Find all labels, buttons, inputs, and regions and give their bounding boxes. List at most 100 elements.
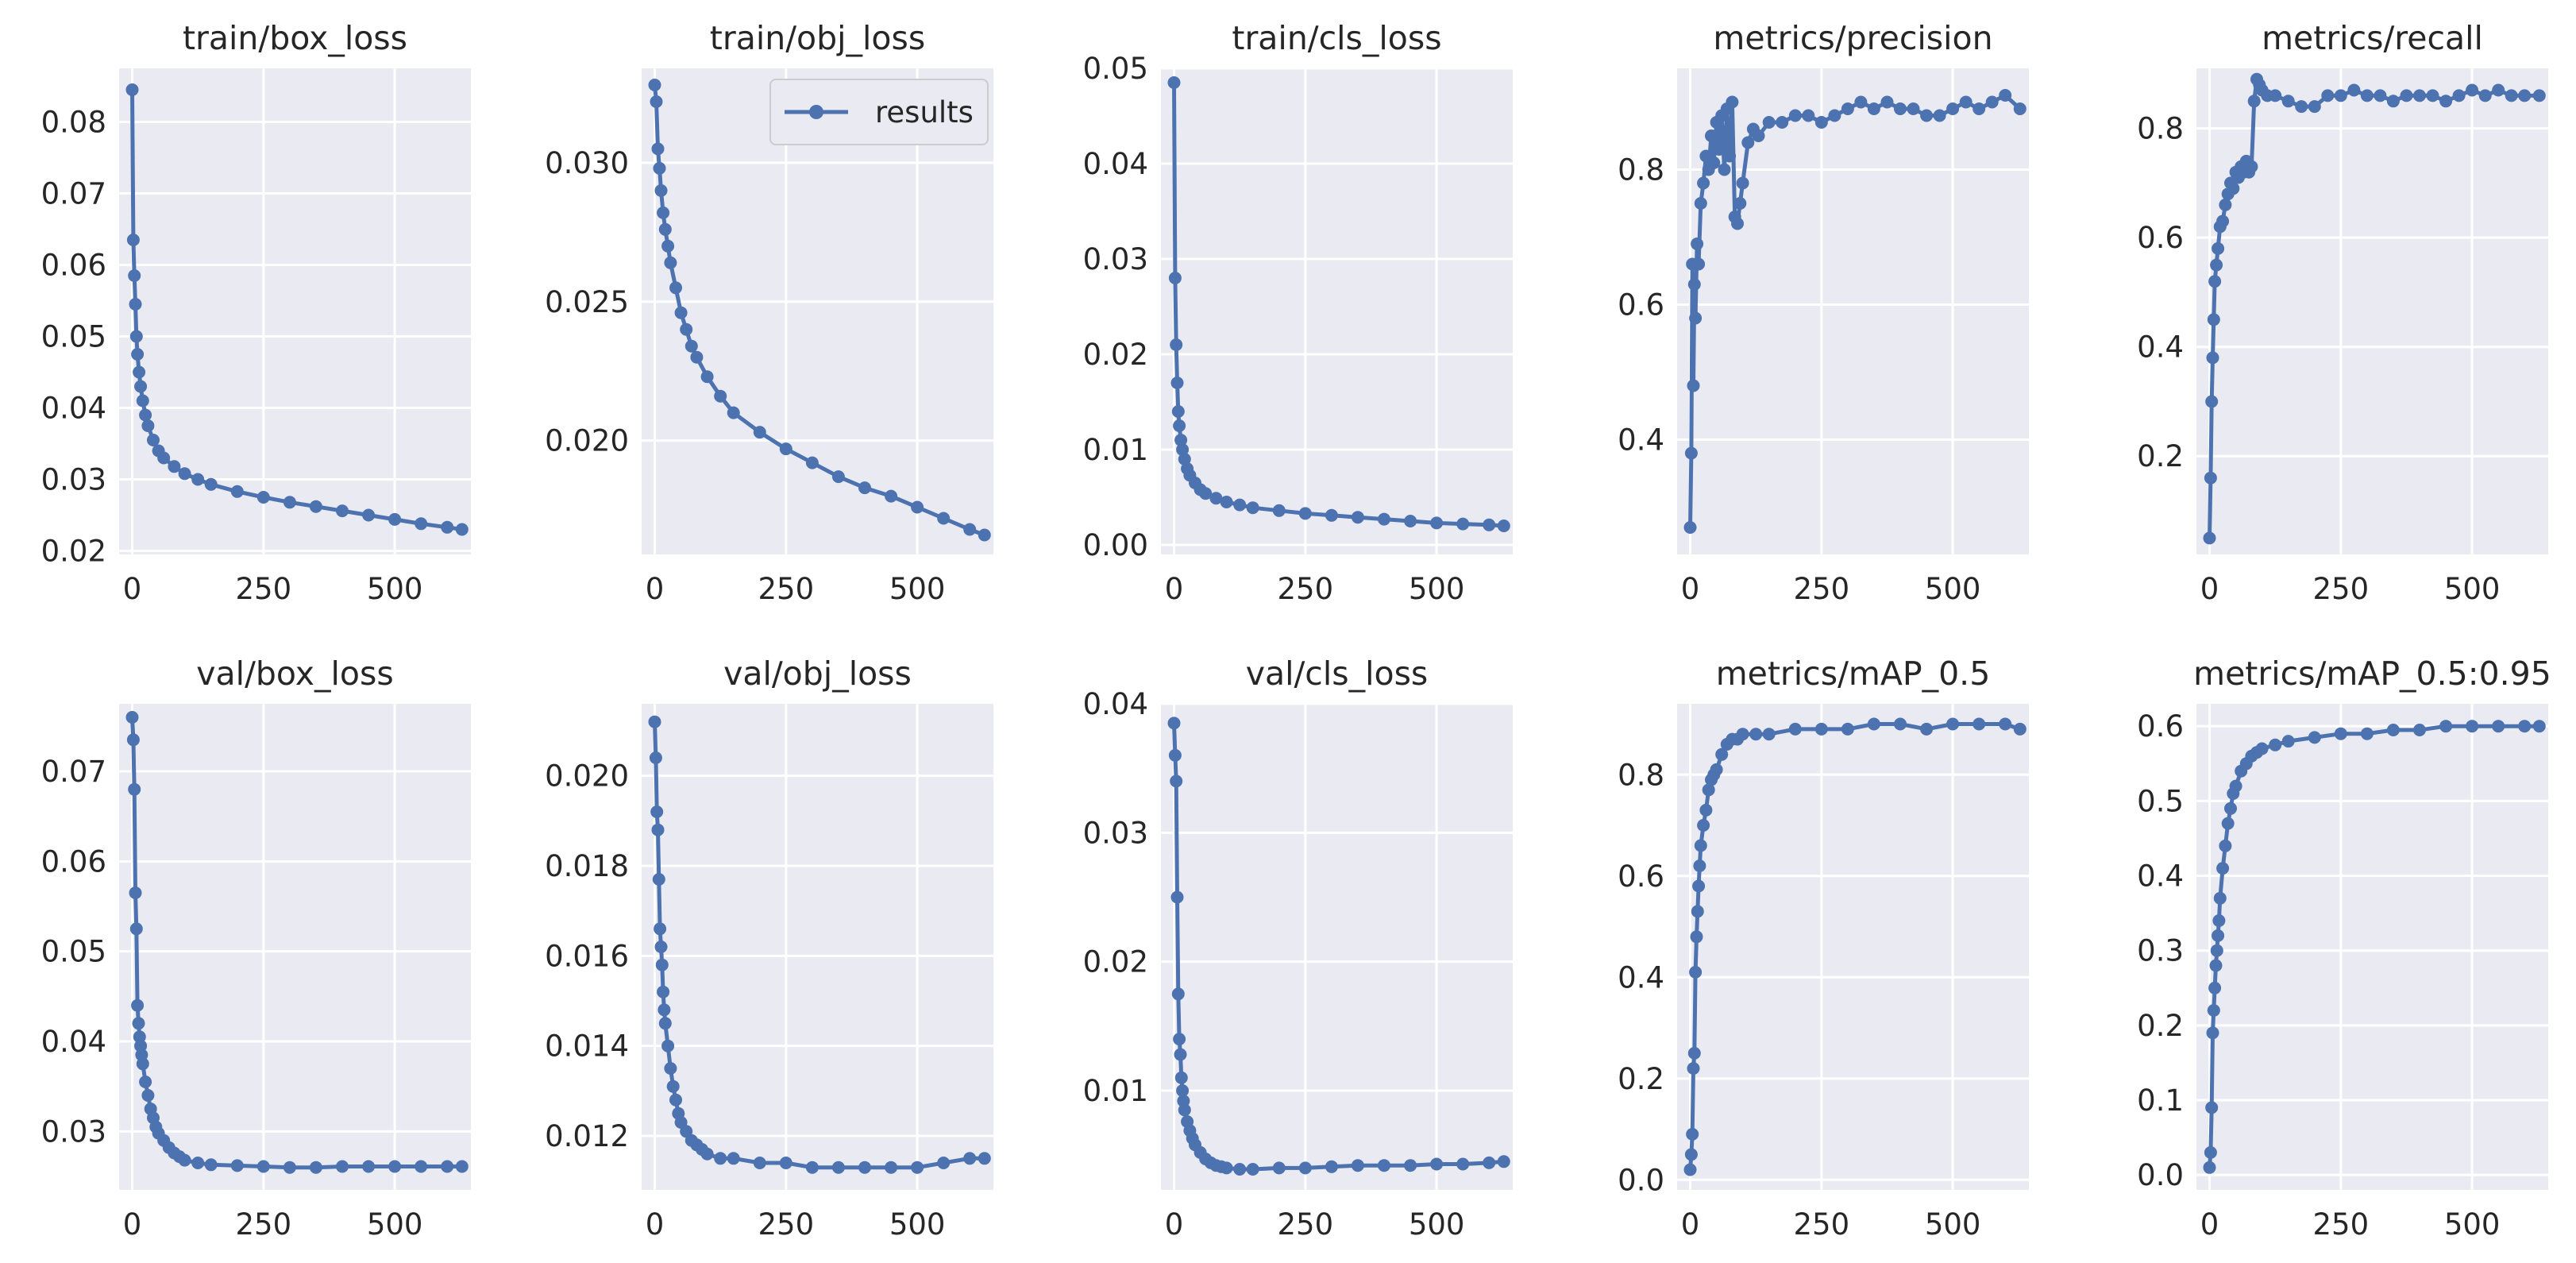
metrics-recall-ytick-label: 0.6 <box>2137 221 2184 255</box>
metrics-map-0-5-ytick-label: 0.8 <box>1618 758 1664 792</box>
metrics-precision-data-point <box>1692 257 1706 271</box>
metrics-map-0-5-ytick-label: 0.0 <box>1618 1163 1664 1197</box>
val-cls-loss-data-point <box>1246 1163 1259 1176</box>
metrics-precision-data-point <box>1697 176 1710 190</box>
metrics-precision-data-point <box>1723 149 1737 163</box>
metrics-recall-data-point <box>2347 83 2361 97</box>
val-obj-loss-data-point <box>727 1152 740 1165</box>
train-obj-loss-data-point <box>690 350 704 364</box>
train-box-loss-data-point <box>141 419 155 432</box>
val-cls-loss-xtick-label: 0 <box>1165 1207 1184 1242</box>
metrics-map-0-5-xtick-label: 500 <box>1925 1207 1981 1242</box>
train-obj-loss-data-point <box>684 339 698 353</box>
train-obj-loss-data-point <box>658 222 672 236</box>
metrics-map-0-5-0-95-data-point <box>2213 891 2227 905</box>
val-cls-loss-data-point <box>1168 748 1182 762</box>
metrics-recall-data-point <box>2400 89 2413 102</box>
val-cls-loss-data-point <box>1174 1048 1187 1061</box>
val-obj-loss-data-point <box>714 1152 727 1165</box>
metrics-map-0-5-0-95-xtick-label: 0 <box>2200 1207 2219 1242</box>
metrics-map-0-5-0-95-data-point <box>2209 959 2223 972</box>
val-box-loss-data-point <box>139 1076 152 1088</box>
val-box-loss-data-point <box>131 998 145 1012</box>
train-box-loss-xtick-label: 250 <box>236 572 292 606</box>
val-box-loss-data-point <box>388 1160 402 1173</box>
metrics-recall-data-point <box>2281 95 2295 108</box>
train-cls-loss-data-point <box>1178 453 1191 465</box>
metrics-map-0-5-data-point <box>1689 965 1703 979</box>
val-cls-loss-data-point <box>1497 1155 1510 1168</box>
metrics-map-0-5-0-95-data-point <box>2334 727 2347 740</box>
train-obj-loss-data-point <box>648 79 661 91</box>
train-obj-loss-data-point <box>779 442 792 456</box>
val-obj-loss-data-point <box>661 1039 675 1052</box>
metrics-recall-data-point <box>2413 89 2426 102</box>
val-cls-loss-data-point <box>1483 1156 1496 1169</box>
metrics-precision-data-point <box>1867 102 1880 115</box>
train-box-loss-data-point <box>128 269 141 282</box>
val-obj-loss-data-point <box>978 1152 991 1165</box>
val-obj-loss-data-point <box>664 1062 677 1075</box>
metrics-recall-data-point <box>2518 89 2532 102</box>
val-obj-loss-data-point <box>666 1080 680 1093</box>
train-obj-loss-data-point <box>753 426 766 439</box>
train-box-loss-data-point <box>415 517 428 531</box>
metrics-map-0-5-0-95-data-point <box>2466 720 2479 733</box>
metrics-map-0-5-xtick-label: 0 <box>1681 1207 1700 1242</box>
metrics-precision-xtick-label: 250 <box>1794 572 1850 606</box>
val-cls-loss-title: val/cls_loss <box>1246 655 1429 693</box>
metrics-recall-data-point <box>2247 95 2261 108</box>
val-cls-loss-ytick-label: 0.04 <box>1083 687 1148 721</box>
val-box-loss-data-point <box>126 733 140 747</box>
val-box-loss-ytick-label: 0.06 <box>41 844 106 879</box>
val-box-loss-data-point <box>336 1160 349 1173</box>
train-obj-loss-data-point <box>680 323 693 336</box>
metrics-precision-data-point <box>1894 102 1907 115</box>
train-box-loss-xtick-label: 0 <box>123 572 142 606</box>
metrics-map-0-5-0-95-ytick-label: 0.1 <box>2137 1083 2184 1118</box>
train-cls-loss-ytick-label: 0.05 <box>1083 52 1148 86</box>
metrics-recall-data-point <box>2386 95 2400 108</box>
train-box-loss-data-point <box>455 523 469 536</box>
train-box-loss-data-point <box>147 434 160 446</box>
metrics-map-0-5-data-point <box>1684 1148 1698 1161</box>
metrics-map-0-5-0-95-series-line <box>2208 724 2539 1168</box>
metrics-recall-data-point <box>2204 471 2217 485</box>
subplot-train-obj-loss: 0.020 0.025 0.030 0 250 500 train/obj_lossresu… <box>545 19 993 606</box>
train-cls-loss-data-point <box>1173 419 1186 432</box>
train-box-loss-xtick-label: 500 <box>367 572 423 606</box>
metrics-recall-ytick-label: 0.4 <box>2137 330 2184 365</box>
metrics-map-0-5-data-point <box>1762 728 1776 741</box>
metrics-recall-data-point <box>2308 100 2321 114</box>
train-obj-loss-ytick-label: 0.020 <box>545 424 629 458</box>
val-cls-loss-data-point <box>1378 1159 1390 1172</box>
metrics-map-0-5-0-95-data-point <box>2212 914 2226 927</box>
metrics-precision-data-point <box>1705 129 1718 142</box>
train-box-loss-ytick-label: 0.05 <box>41 320 106 354</box>
val-box-loss-xtick-label: 250 <box>236 1207 292 1242</box>
metrics-recall-plot-area <box>2196 68 2548 554</box>
train-box-loss-ytick-label: 0.08 <box>41 106 106 140</box>
metrics-precision-data-point <box>1788 109 1802 122</box>
train-cls-loss-ytick-label: 0.01 <box>1083 433 1148 467</box>
val-box-loss-data-point <box>256 1160 270 1173</box>
val-cls-loss-ytick-label: 0.01 <box>1083 1074 1148 1108</box>
val-cls-loss-data-point <box>1456 1157 1470 1171</box>
metrics-map-0-5-0-95-data-point <box>2281 735 2295 748</box>
metrics-map-0-5-0-95-data-point <box>2224 801 2237 815</box>
metrics-precision-data-point <box>1694 197 1707 210</box>
val-cls-loss-data-point <box>1404 1159 1417 1172</box>
val-cls-loss-xtick-label: 500 <box>1409 1207 1465 1242</box>
train-box-loss-data-point <box>191 473 205 486</box>
subplot-metrics-map-0-5: 0.0 0.2 0.4 0.6 0.8 0 250 500 metrics/mAP_0.5 <box>1618 655 2029 1242</box>
metrics-map-0-5-data-point <box>1736 728 1749 741</box>
train-cls-loss-plot-area <box>1161 68 1513 554</box>
metrics-map-0-5-data-point <box>1683 1163 1697 1176</box>
train-cls-loss-data-point <box>1170 377 1184 389</box>
metrics-map-0-5-0-95-ytick-label: 0.3 <box>2137 934 2184 968</box>
val-box-loss-data-point <box>178 1153 191 1167</box>
metrics-map-0-5-0-95-data-point <box>2269 738 2282 751</box>
metrics-recall-data-point <box>2212 241 2225 255</box>
val-box-loss-data-point <box>125 711 139 724</box>
val-box-loss-data-point <box>230 1159 244 1172</box>
